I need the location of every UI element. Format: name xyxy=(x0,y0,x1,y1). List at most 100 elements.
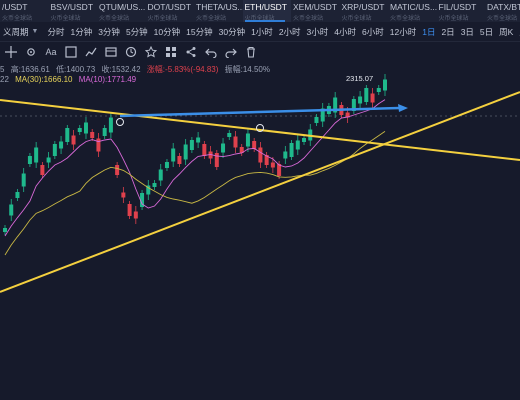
layout-icon[interactable] xyxy=(164,45,178,59)
interval-option[interactable]: 6小时 xyxy=(362,26,384,37)
market-tab[interactable]: THETA/US... 火币全球站 xyxy=(194,0,245,22)
tab-symbol: BSV/USDT xyxy=(50,2,94,12)
ohlc-info: 5 高:1636.61 低:1400.73 收:1532.42 涨幅:-5.83… xyxy=(0,64,274,75)
target-arrow-head xyxy=(398,104,408,112)
market-tab[interactable]: ETH/USDT 火币全球站 xyxy=(242,0,291,22)
ohlc-low: 低:1400.73 xyxy=(56,65,96,74)
interval-option[interactable]: 4小时 xyxy=(334,26,357,37)
candle-body xyxy=(376,88,381,92)
tab-exchange: 火币全球站 xyxy=(2,16,33,22)
market-tab[interactable]: MATIC/US... 火币全球站 xyxy=(388,0,437,22)
candle-body xyxy=(345,112,350,118)
shape-icon[interactable] xyxy=(64,45,78,59)
candle-body xyxy=(46,157,51,163)
custom-period-button[interactable]: 义周期 xyxy=(3,26,29,37)
high-price-label: 2315.07 xyxy=(346,74,374,83)
ma-info: 22 MA(30):1666.10 MA(10):1771.49 xyxy=(0,75,140,84)
candle-body xyxy=(27,156,32,164)
market-tab[interactable]: FIL/USDT 火币全球站 xyxy=(437,0,486,22)
interval-option[interactable]: 5日 xyxy=(479,26,494,37)
favorite-icon[interactable] xyxy=(144,45,158,59)
candle-body xyxy=(171,148,176,162)
candle-body xyxy=(121,192,126,198)
interval-option[interactable]: 5分钟 xyxy=(125,26,148,37)
interval-option[interactable]: 2日 xyxy=(441,26,455,37)
chevron-down-icon[interactable]: ▼ xyxy=(31,28,39,35)
ma30-line xyxy=(4,131,386,256)
candle-body xyxy=(289,143,294,157)
settings-icon[interactable] xyxy=(24,45,38,59)
interval-option[interactable]: 12小时 xyxy=(389,26,417,37)
interval-bar: 义周期 ▼ 分时 1分钟 3分钟 5分钟 10分钟 15分钟 30分钟 1小时 2小时 3小时 4小… xyxy=(0,22,520,42)
ohlc-close: 收:1532.42 xyxy=(101,65,141,74)
delete-icon[interactable] xyxy=(244,45,258,59)
interval-option[interactable]: 3日 xyxy=(460,26,474,37)
indicator-icon[interactable] xyxy=(84,45,98,59)
candle-body xyxy=(9,204,14,216)
candle-body xyxy=(15,192,20,198)
market-tab[interactable]: /USDT 火币全球站 xyxy=(0,0,49,22)
candle-body xyxy=(83,122,88,134)
interval-option[interactable]: 30分钟 xyxy=(218,26,246,37)
tab-exchange: 火币全球站 xyxy=(341,16,372,22)
market-tab[interactable]: XEM/USDT 火币全球站 xyxy=(291,0,340,22)
market-tab[interactable]: DOT/USDT 火币全球站 xyxy=(146,0,195,22)
candle-body xyxy=(133,211,138,219)
candle-body xyxy=(270,162,275,168)
interval-option[interactable]: 月K xyxy=(516,26,520,38)
tab-exchange: 火币全球站 xyxy=(50,16,81,22)
interval-option[interactable]: 2小时 xyxy=(278,26,301,37)
candle-body xyxy=(189,140,194,150)
candle-body xyxy=(140,193,145,207)
candle-body xyxy=(245,133,250,147)
candlestick-chart[interactable] xyxy=(0,60,520,400)
interval-option[interactable]: 周K xyxy=(499,26,514,37)
candle-body xyxy=(208,151,213,159)
clock-icon[interactable] xyxy=(124,45,138,59)
marker-circle xyxy=(256,124,264,132)
interval-option[interactable]: 1小时 xyxy=(251,26,273,37)
interval-option[interactable]: 1分钟 xyxy=(70,26,93,37)
interval-option[interactable]: 3小时 xyxy=(306,26,329,37)
resistance-trendline xyxy=(0,99,520,161)
market-tab[interactable]: BSV/USDT 火币全球站 xyxy=(49,0,98,22)
redo-icon[interactable] xyxy=(224,45,238,59)
candle-body xyxy=(214,153,219,167)
interval-option[interactable]: 10分钟 xyxy=(153,26,181,37)
undo-icon[interactable] xyxy=(204,45,218,59)
text-icon[interactable]: Aa xyxy=(45,46,57,57)
candle-body xyxy=(302,138,307,142)
candle-body xyxy=(333,97,338,113)
candle-body xyxy=(383,79,387,91)
interval-option[interactable]: 分时 xyxy=(47,26,65,37)
share-icon[interactable] xyxy=(184,45,198,59)
candle-body xyxy=(264,155,269,165)
candle-body xyxy=(277,164,282,176)
candle-body xyxy=(320,108,325,122)
ohlc-change: 涨幅:-5.83%(-94.83) xyxy=(146,65,219,74)
crosshair-icon[interactable] xyxy=(4,45,18,59)
candle-body xyxy=(202,144,207,156)
tab-symbol: MATIC/US... xyxy=(390,2,438,12)
market-tab[interactable]: DATX/BTC 火币全球站 xyxy=(485,0,520,22)
tab-exchange: 火币全球站 xyxy=(293,16,324,22)
tab-symbol: ETH/USDT xyxy=(244,2,288,12)
tab-exchange: 火币全球站 xyxy=(99,16,130,22)
template-icon[interactable] xyxy=(104,45,118,59)
candle-body xyxy=(65,128,70,142)
interval-option[interactable]: 1日 xyxy=(422,26,436,37)
market-tab[interactable]: QTUM/US... 火币全球站 xyxy=(97,0,146,22)
tab-symbol: FIL/USDT xyxy=(438,2,477,12)
tab-symbol: XEM/USDT xyxy=(293,2,337,12)
interval-option[interactable]: 3分钟 xyxy=(98,26,120,37)
candle-body xyxy=(314,117,319,123)
interval-option[interactable]: 15分钟 xyxy=(186,26,213,37)
ma10-line xyxy=(4,99,386,237)
candle-body xyxy=(102,128,107,136)
market-tab[interactable]: XRP/USDT 火币全球站 xyxy=(340,0,389,22)
tab-exchange: 火币全球站 xyxy=(196,16,227,22)
candle-body xyxy=(127,204,132,216)
ma10-label: MA(10):1771.49 xyxy=(78,75,137,84)
candle-body xyxy=(34,147,39,163)
candle-body xyxy=(358,96,363,104)
